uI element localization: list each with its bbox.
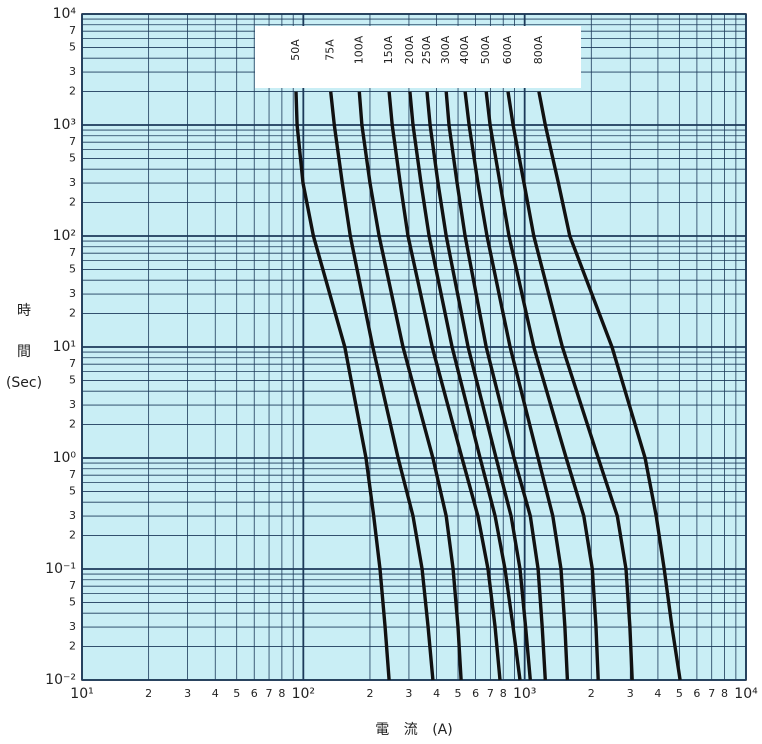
y-tick-label: 2 (69, 418, 76, 431)
y-tick-label: 2 (69, 529, 76, 542)
fuse-curve (329, 91, 435, 681)
fuse-curve (463, 91, 570, 681)
curves (294, 91, 682, 681)
x-tick-label: 10³ (513, 686, 536, 702)
fuse-curve (484, 91, 600, 681)
fuse-curve (506, 91, 634, 681)
x-tick-label: 2 (366, 687, 373, 700)
x-tick-label: 4 (433, 687, 440, 700)
legend-label: 800A (532, 35, 545, 64)
x-tick-label: 6 (693, 687, 700, 700)
y-axis-label: (Sec) (6, 375, 42, 391)
x-tick-label: 7 (487, 687, 494, 700)
x-tick-label: 4 (212, 687, 219, 700)
x-tick-label: 2 (588, 687, 595, 700)
x-tick-label: 8 (278, 687, 285, 700)
x-tick-label: 10⁴ (734, 686, 758, 702)
y-tick-label: 10¹ (53, 339, 76, 355)
y-tick-label: 2 (69, 307, 76, 320)
fuse-curve (444, 91, 547, 681)
x-tick-label: 2 (145, 687, 152, 700)
y-tick-label: 7 (69, 357, 76, 370)
legend-label: 200A (403, 35, 416, 64)
x-tick-label: 6 (251, 687, 258, 700)
x-axis-label: 電 流 (A) (375, 722, 452, 738)
labels: 10¹ 2 3 4 5 6 7 8 10² 2 3 4 5 6 7 8 10³ 2 3 4 5 6 7 8 10⁴10⁻²235… (45, 6, 758, 702)
y-axis-label: 時 (17, 303, 31, 319)
x-tick-label: 3 (627, 687, 634, 700)
y-tick-label: 7 (69, 579, 76, 592)
x-tick-label: 5 (455, 687, 462, 700)
x-tick-label: 7 (266, 687, 273, 700)
fuse-curve (408, 91, 522, 681)
legend-label: 500A (479, 35, 492, 64)
legend-box (255, 26, 581, 88)
y-tick-label: 5 (69, 373, 76, 386)
y-tick-label: 3 (69, 620, 76, 633)
y-tick-label: 5 (69, 40, 76, 53)
legend-label: 300A (439, 35, 452, 64)
y-tick-label: 3 (69, 509, 76, 522)
x-tick-label: 8 (721, 687, 728, 700)
y-tick-label: 7 (69, 24, 76, 37)
y-tick-label: 10⁻² (45, 672, 76, 688)
y-tick-label: 10² (53, 228, 76, 244)
x-tick-label: 10¹ (70, 686, 93, 702)
legend-label: 100A (352, 35, 365, 64)
x-tick-label: 4 (654, 687, 661, 700)
x-tick-label: 5 (676, 687, 683, 700)
y-tick-label: 3 (69, 65, 76, 78)
x-tick-label: 7 (708, 687, 715, 700)
y-tick-label: 10⁴ (53, 6, 77, 22)
x-tick-label: 6 (472, 687, 479, 700)
legend-label: 50A (289, 39, 302, 61)
y-tick-label: 2 (69, 640, 76, 653)
legend-label: 600A (501, 35, 514, 64)
legend-label: 250A (420, 35, 433, 64)
y-tick-label: 2 (69, 85, 76, 98)
fuse-curve (357, 91, 463, 681)
x-tick-label: 8 (500, 687, 507, 700)
y-tick-label: 5 (69, 151, 76, 164)
fuse-curve (294, 91, 391, 681)
y-tick-label: 3 (69, 176, 76, 189)
y-tick-label: 5 (69, 595, 76, 608)
y-tick-label: 5 (69, 262, 76, 275)
y-tick-label: 10³ (53, 117, 76, 133)
grid (81, 13, 747, 681)
fuse-curve (387, 91, 502, 681)
legend-label: 400A (458, 35, 471, 64)
y-tick-label: 10⁻¹ (45, 561, 76, 577)
y-tick-label: 7 (69, 246, 76, 259)
x-tick-label: 3 (405, 687, 412, 700)
y-tick-label: 7 (69, 135, 76, 148)
y-tick-label: 2 (69, 196, 76, 209)
y-tick-label: 3 (69, 398, 76, 411)
y-tick-label: 7 (69, 468, 76, 481)
y-tick-label: 10⁰ (53, 450, 77, 466)
x-tick-label: 10² (292, 686, 315, 702)
y-tick-label: 5 (69, 484, 76, 497)
x-tick-label: 5 (233, 687, 240, 700)
y-axis-label: 間 (17, 344, 31, 360)
fuse-curve (537, 91, 682, 681)
fuse-curve (425, 91, 532, 681)
x-tick-label: 3 (184, 687, 191, 700)
legend-label: 75A (324, 39, 337, 61)
y-tick-label: 3 (69, 287, 76, 300)
legend-label: 150A (382, 35, 395, 64)
